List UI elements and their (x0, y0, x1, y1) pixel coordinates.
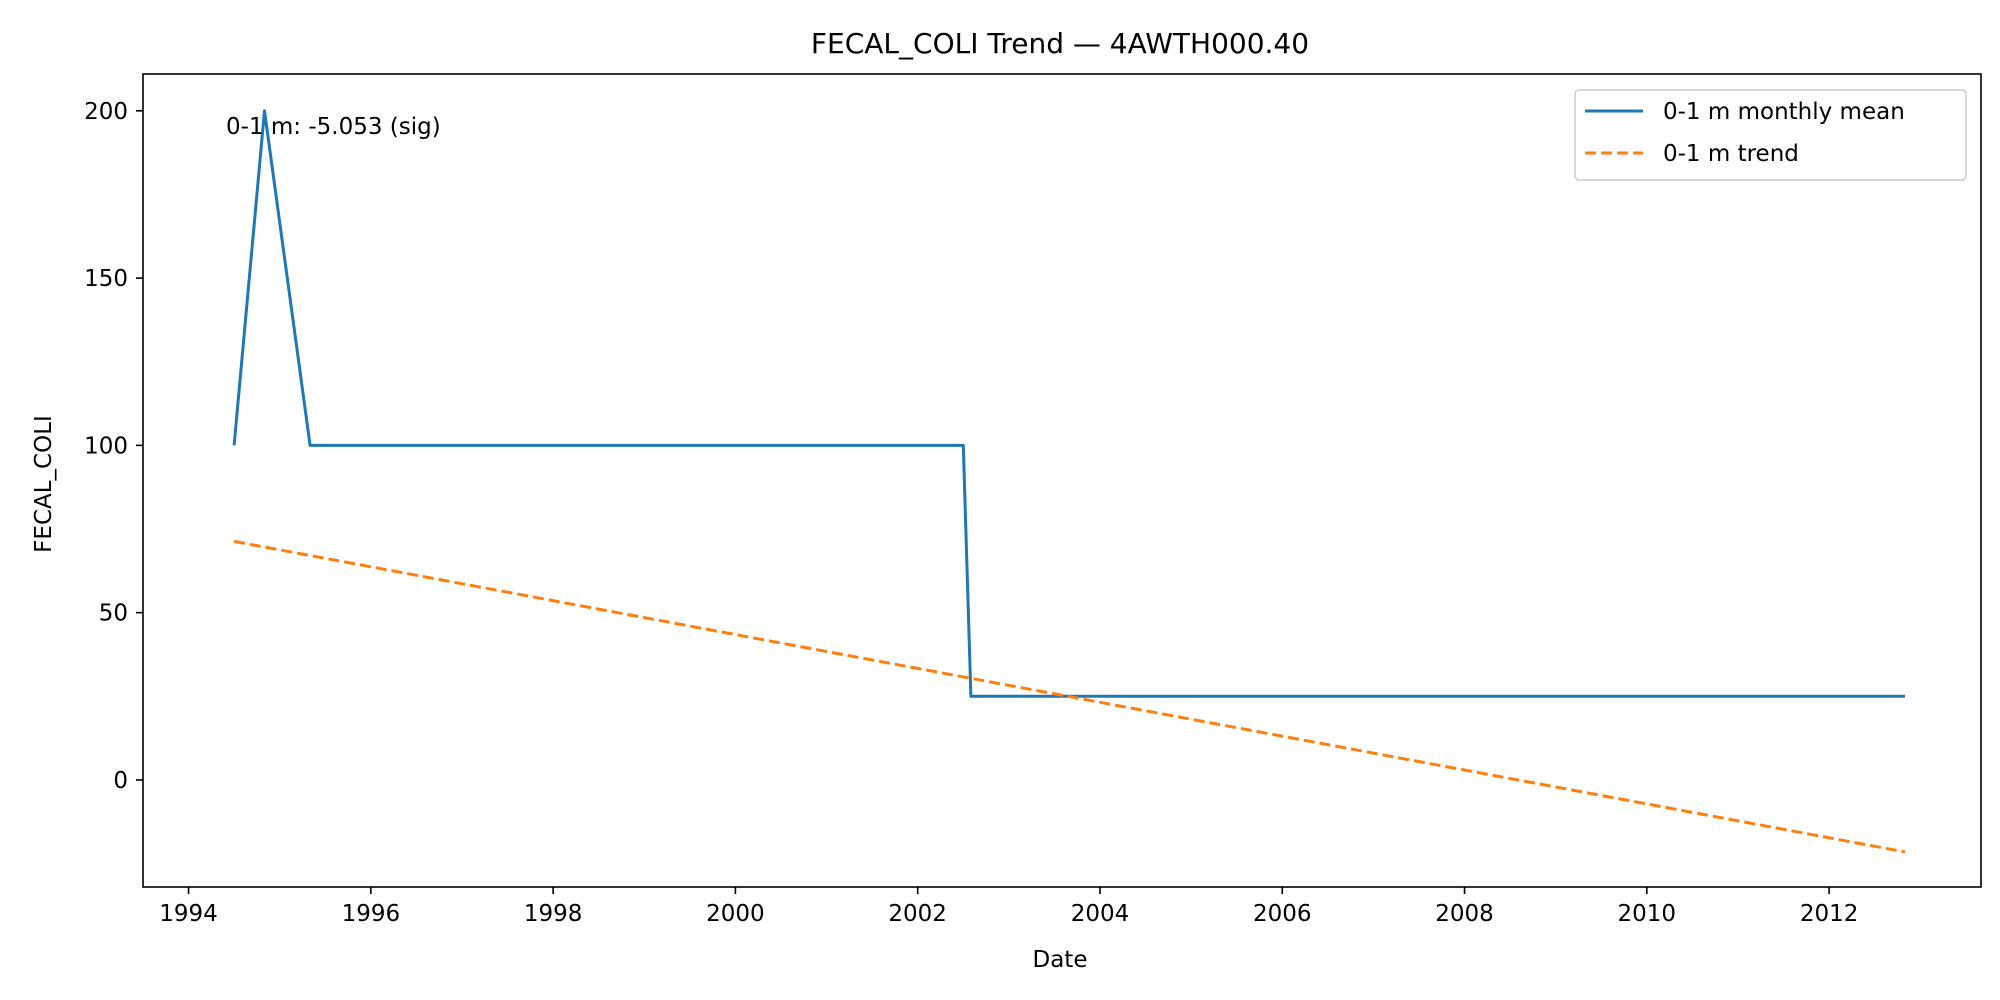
x-tick-label: 2012 (1800, 901, 1859, 927)
x-tick-label: 1994 (159, 901, 218, 927)
series-layer (232, 109, 1906, 854)
legend-label-2: 0-1 m trend (1663, 141, 1799, 167)
series-line-2 (233, 539, 1906, 854)
x-tick-label: 1996 (342, 901, 401, 927)
x-tick-label: 2004 (1071, 901, 1130, 927)
x-tick-label: 2008 (1435, 901, 1494, 927)
x-tick-label: 2010 (1618, 901, 1677, 927)
legend: 0-1 m monthly mean 0-1 m trend (1574, 89, 1967, 181)
x-axis: 1994 1996 1998 2000 2002 2004 2006 2008 2010 2012 (159, 887, 1858, 927)
y-tick-label: 150 (84, 266, 128, 292)
series-line-1 (232, 109, 1905, 698)
y-tick-label: 0 (113, 768, 128, 794)
y-axis: 0 50 100 150 200 (84, 99, 143, 794)
x-tick-label: 2006 (1253, 901, 1312, 927)
plot-frame (142, 73, 1982, 888)
y-tick-label: 200 (84, 99, 128, 125)
chart-title: FECAL_COLI Trend — 4AWTH000.40 (811, 27, 1309, 60)
trend-annotation: 0-1 m: -5.053 (sig) (226, 114, 441, 140)
legend-box (1574, 89, 1967, 181)
y-axis-label: FECAL_COLI (31, 415, 57, 553)
x-axis-label: Date (1033, 947, 1088, 973)
y-tick-label: 100 (84, 433, 128, 459)
y-tick-label: 50 (99, 601, 128, 627)
legend-label-1: 0-1 m monthly mean (1663, 99, 1905, 125)
x-tick-label: 2002 (888, 901, 947, 927)
x-tick-label: 1998 (524, 901, 583, 927)
x-tick-label: 2000 (706, 901, 765, 927)
